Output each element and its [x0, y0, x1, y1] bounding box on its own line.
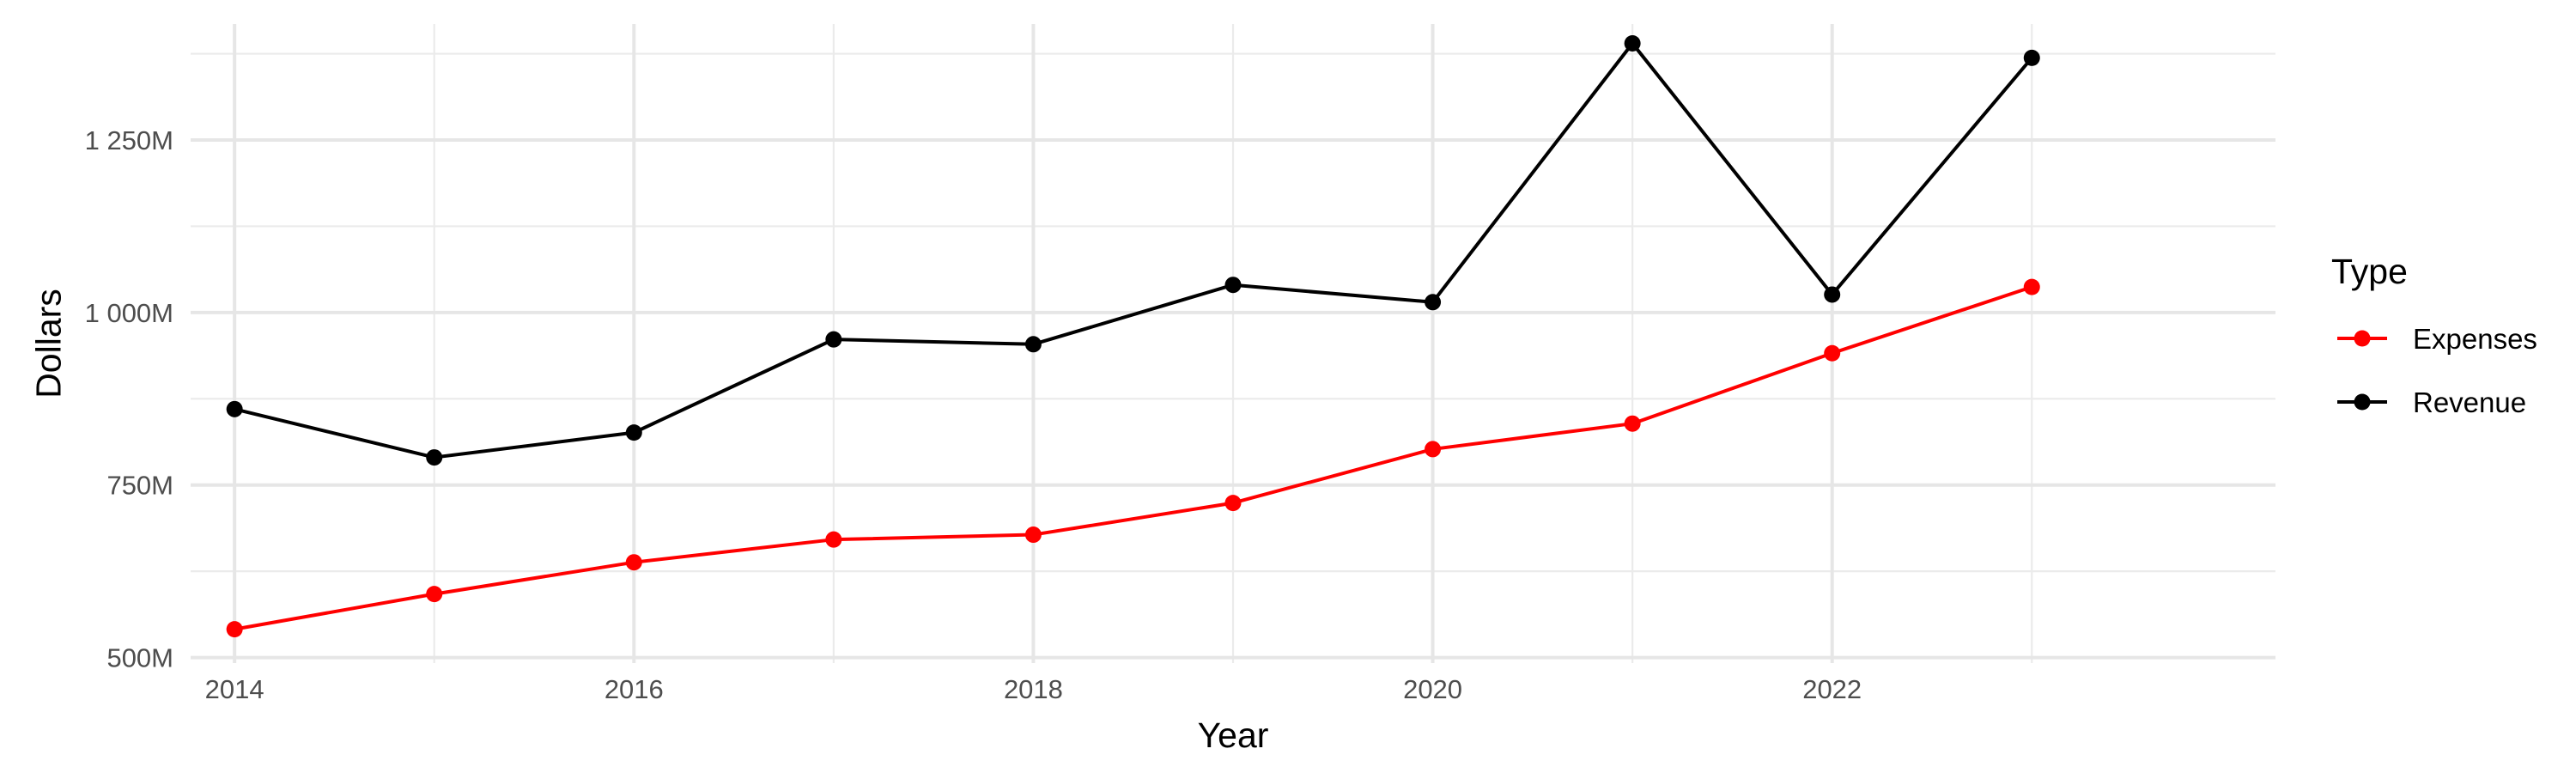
x-tick-label: 2022: [1802, 674, 1862, 704]
expenses-point: [1425, 441, 1442, 458]
expenses-point: [1024, 526, 1042, 544]
revenue-point: [226, 400, 243, 417]
x-tick-label: 2016: [605, 674, 664, 704]
revenue-point: [426, 449, 443, 466]
revenue-line: [234, 41, 2033, 460]
y-tick-label: 500M: [106, 643, 173, 673]
x-axis-title: Year: [1198, 715, 1269, 755]
y-tick-label: 1 250M: [85, 125, 173, 155]
series-lines: [234, 41, 2033, 631]
legend: Type Expenses Revenue: [2331, 252, 2537, 418]
legend-items: Expenses Revenue: [2337, 323, 2537, 418]
x-tick-label: 2020: [1403, 674, 1462, 704]
legend-key-expenses-point: [2354, 330, 2371, 347]
expenses-point: [1824, 344, 1841, 362]
legend-label-revenue: Revenue: [2413, 386, 2526, 418]
y-axis-ticks: 500M 750M 1 000M 1 250M: [85, 125, 173, 673]
grid-layer: [191, 24, 2275, 663]
expenses-point: [426, 586, 443, 603]
expenses-line: [234, 285, 2032, 631]
revenue-point: [1224, 277, 1242, 294]
expenses-point: [2023, 278, 2040, 295]
x-tick-label: 2014: [205, 674, 264, 704]
revenue-point: [1624, 34, 1641, 52]
expenses-point: [1624, 415, 1641, 432]
y-tick-label: 750M: [106, 471, 173, 501]
y-axis-title: Dollars: [28, 289, 68, 399]
expenses-point: [825, 531, 842, 548]
legend-label-expenses: Expenses: [2413, 323, 2537, 355]
revenue-point: [625, 424, 642, 441]
revenue-point: [825, 331, 842, 348]
expenses-point: [1224, 495, 1242, 512]
revenue-point: [2023, 49, 2040, 66]
legend-title: Type: [2331, 252, 2408, 291]
legend-key-revenue-point: [2354, 393, 2371, 411]
x-axis-ticks: 2014 2016 2018 2020 2022: [205, 674, 1862, 704]
revenue-point: [1024, 336, 1042, 353]
revenue-point: [1824, 286, 1841, 303]
x-tick-label: 2018: [1004, 674, 1063, 704]
expenses-point: [625, 554, 642, 571]
y-tick-label: 1 000M: [85, 298, 173, 328]
series-points: [226, 34, 2040, 638]
expenses-point: [226, 621, 243, 638]
revenue-point: [1425, 294, 1442, 311]
